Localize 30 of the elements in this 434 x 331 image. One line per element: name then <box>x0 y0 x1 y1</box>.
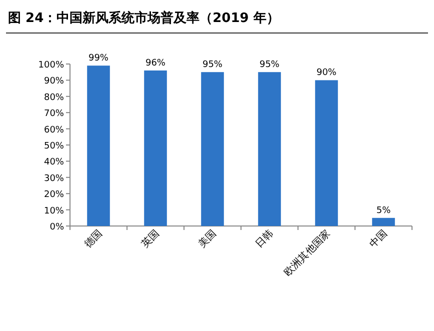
bar <box>87 66 110 226</box>
bar <box>372 218 395 226</box>
data-label: 90% <box>316 68 337 78</box>
y-tick-label: 40% <box>44 158 64 168</box>
y-tick-label: 30% <box>44 174 64 184</box>
y-tick-label: 50% <box>44 142 64 152</box>
data-label: 95% <box>202 60 223 70</box>
y-tick-label: 90% <box>44 76 64 87</box>
y-tick-label: 20% <box>44 190 64 200</box>
bar <box>258 72 281 226</box>
y-tick-label: 60% <box>44 125 64 136</box>
y-tick-label: 10% <box>44 206 64 216</box>
bar <box>315 80 338 226</box>
data-label: 5% <box>376 206 392 216</box>
chart-title: 图 24：中国新风系统市场普及率（2019 年） <box>8 10 280 26</box>
y-tick-label: 0% <box>50 222 64 232</box>
data-label: 95% <box>259 60 280 70</box>
y-tick-label: 70% <box>44 109 64 120</box>
data-label: 99% <box>88 54 109 64</box>
x-tick-label: 美国 <box>196 228 219 250</box>
x-tick-label: 英国 <box>138 228 162 250</box>
bar <box>144 70 167 226</box>
x-tick-label: 日韩 <box>252 228 276 250</box>
x-tick-label: 欧洲其他国家 <box>282 228 333 279</box>
data-label: 96% <box>145 58 166 68</box>
y-tick-label: 80% <box>44 92 64 103</box>
bar <box>201 72 224 226</box>
y-tick-label: 100% <box>38 60 64 70</box>
x-tick-label: 中国 <box>366 228 390 250</box>
x-tick-label: 德国 <box>82 228 105 250</box>
